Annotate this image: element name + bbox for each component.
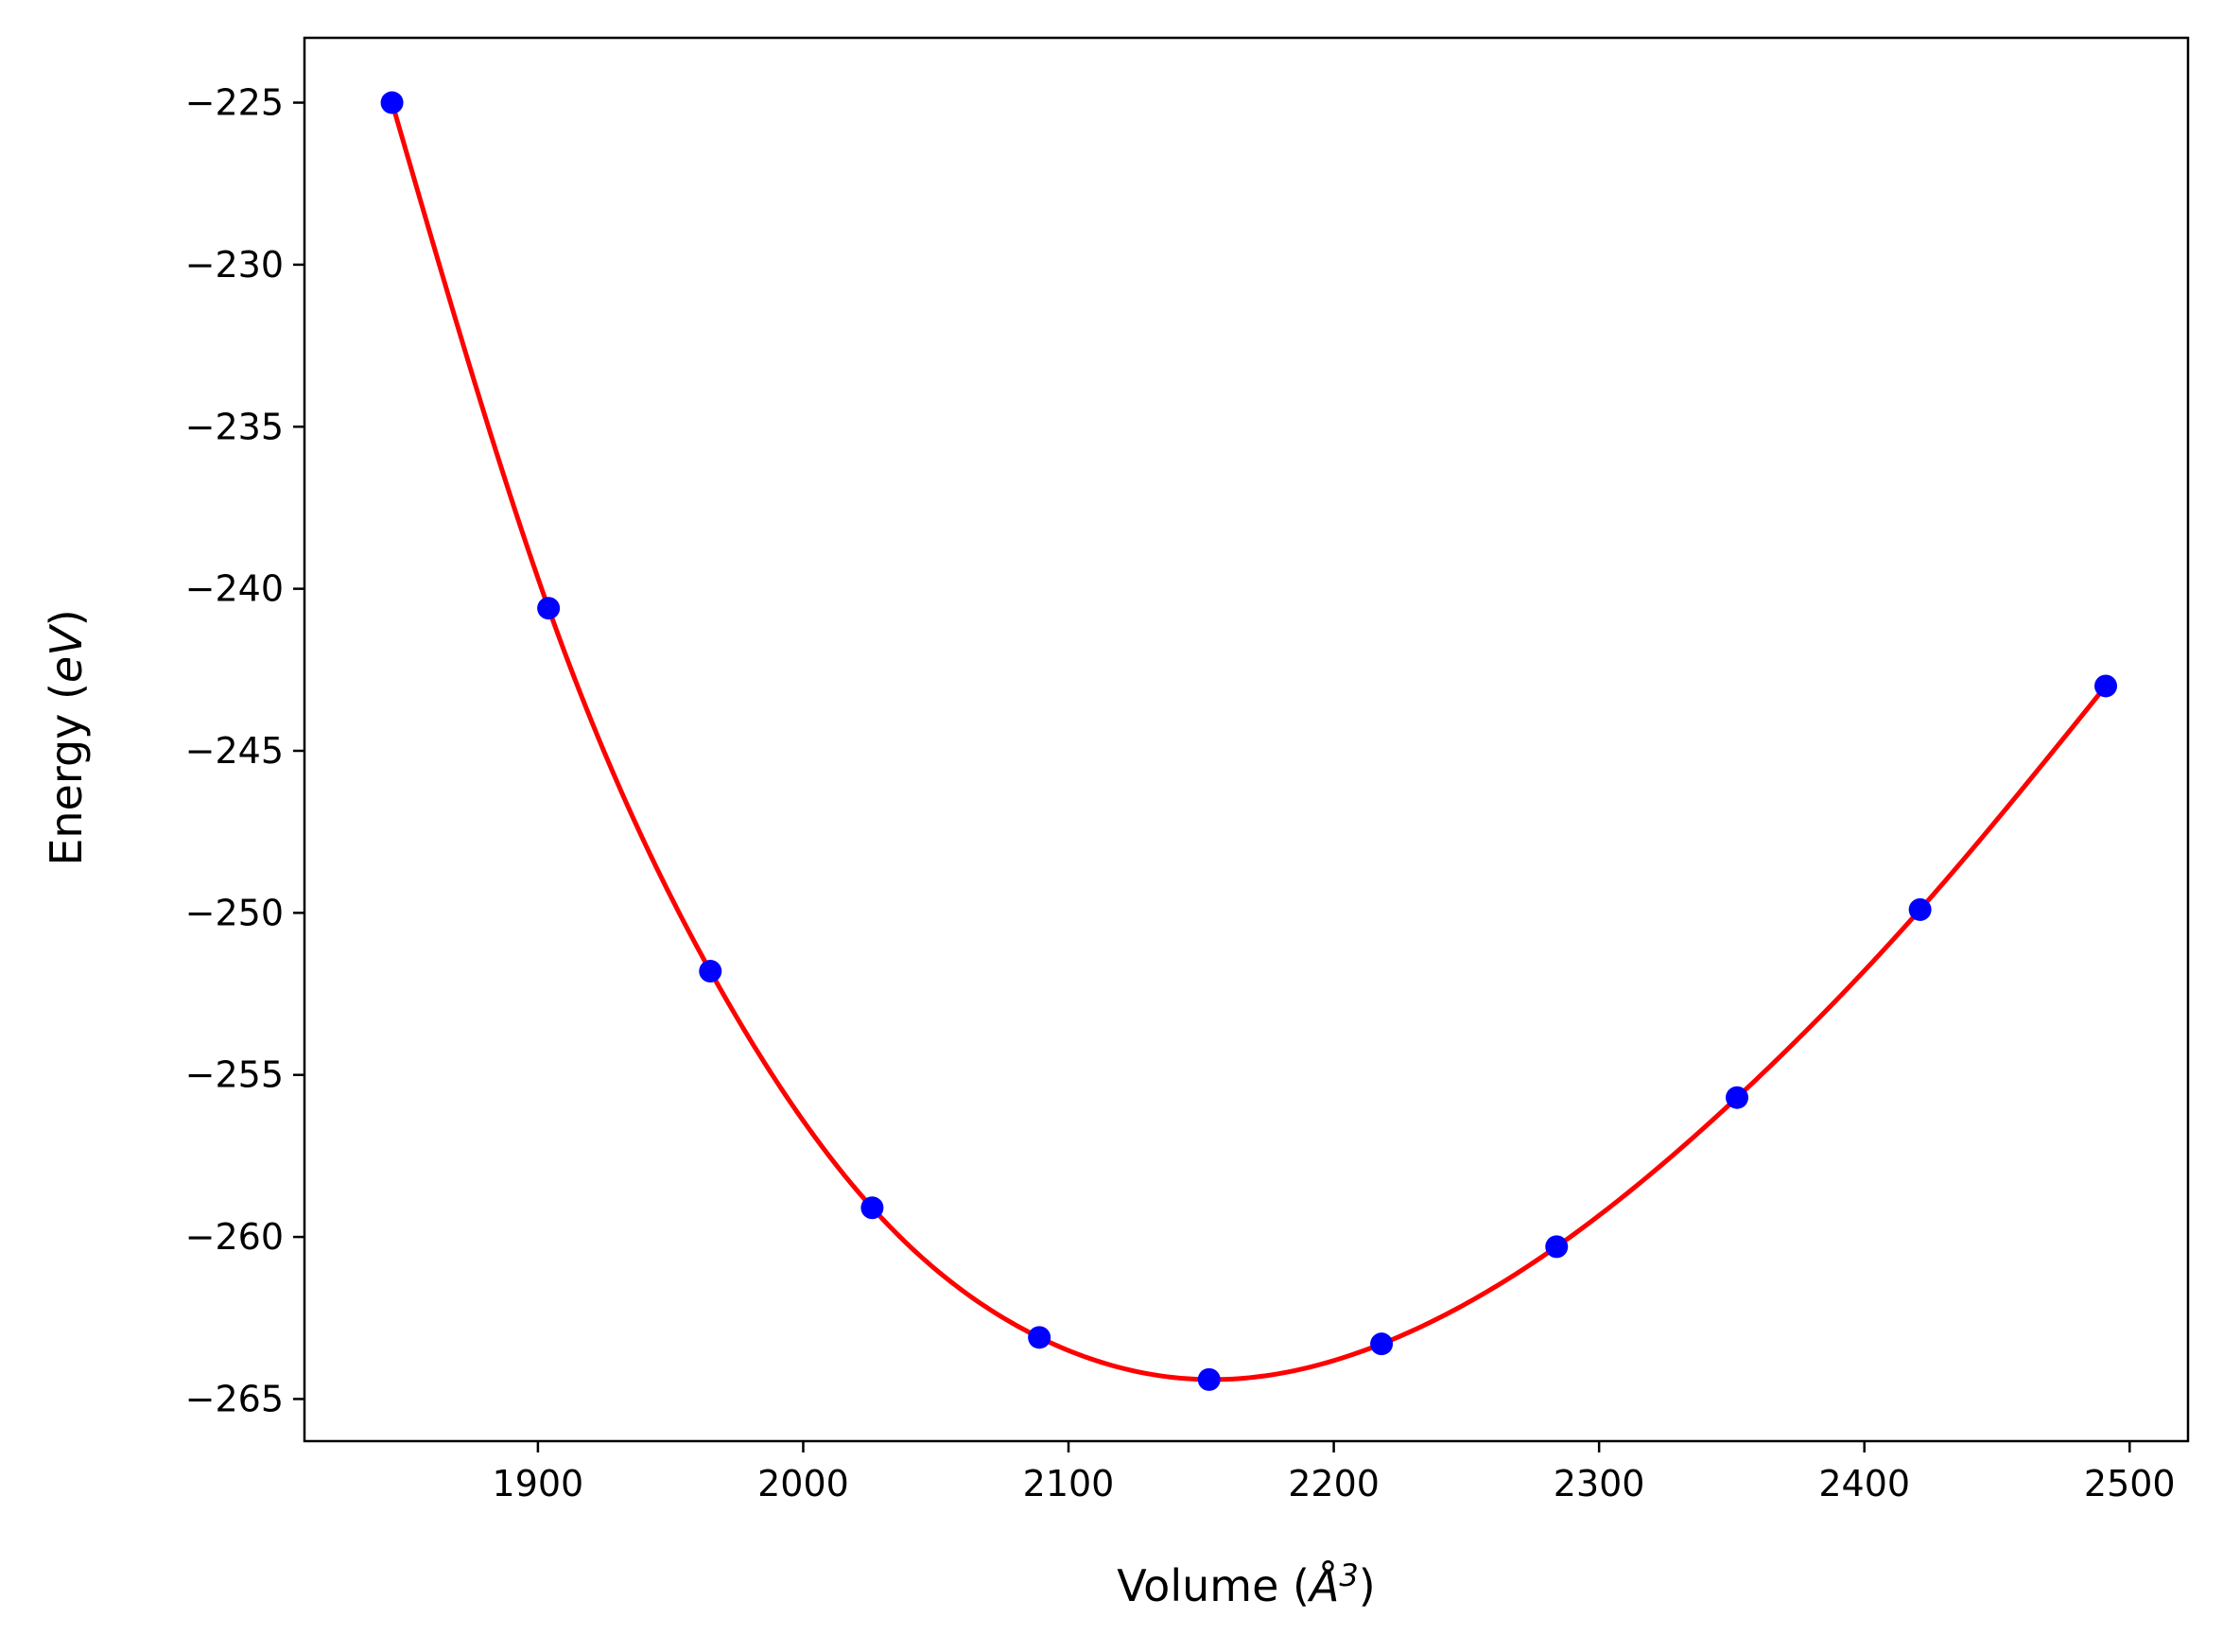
- y-tick-label: −225: [185, 82, 284, 124]
- data-point: [1370, 1332, 1394, 1356]
- y-axis-ticks: −225 −230 −235 −240 −245 −250 −255 −260 −265: [185, 82, 304, 1419]
- y-axis-label-prefix: Energy (: [41, 683, 92, 866]
- x-axis-label-sup: 3: [1339, 1557, 1358, 1593]
- y-tick-label: −265: [185, 1378, 284, 1419]
- data-point: [537, 597, 561, 620]
- y-tick-label: −255: [185, 1054, 284, 1096]
- data-point: [1028, 1326, 1051, 1349]
- y-tick-label: −230: [185, 244, 284, 286]
- data-point: [699, 960, 722, 983]
- data-point: [860, 1196, 884, 1220]
- data-point: [1545, 1235, 1569, 1259]
- x-tick-label: 2500: [2084, 1463, 2176, 1504]
- data-point: [1908, 897, 1932, 921]
- x-tick-label: 2000: [757, 1463, 849, 1504]
- data-point: [1726, 1086, 1749, 1109]
- x-axis-label: Volume (Å3): [1117, 1557, 1375, 1611]
- x-tick-label: 2100: [1023, 1463, 1115, 1504]
- data-point: [2094, 674, 2118, 698]
- x-tick-label: 2300: [1554, 1463, 1645, 1504]
- y-axis-label-suffix: ): [41, 609, 92, 626]
- x-tick-label: 2400: [1818, 1463, 1910, 1504]
- y-axis-label-symbol: eV: [41, 623, 92, 683]
- data-point: [380, 91, 404, 114]
- y-tick-label: −245: [185, 730, 284, 772]
- x-axis-label-symbol: Å: [1307, 1560, 1339, 1611]
- data-points-layer: [380, 91, 2118, 1391]
- x-axis-label-suffix: ): [1359, 1560, 1376, 1611]
- y-tick-label: −260: [185, 1216, 284, 1258]
- data-point: [1197, 1367, 1221, 1391]
- x-tick-label: 1900: [493, 1463, 584, 1504]
- y-tick-label: −235: [185, 406, 284, 447]
- x-tick-label: 2200: [1288, 1463, 1380, 1504]
- axes-frame: [303, 36, 2190, 1443]
- y-axis-label: Energy (eV): [41, 609, 92, 865]
- x-axis-label-prefix: Volume (: [1117, 1560, 1310, 1611]
- y-tick-label: −240: [185, 568, 284, 610]
- x-axis-ticks: 1900 2000 2100 2200 2300 2400 2500: [493, 1441, 2176, 1504]
- y-tick-label: −250: [185, 892, 284, 933]
